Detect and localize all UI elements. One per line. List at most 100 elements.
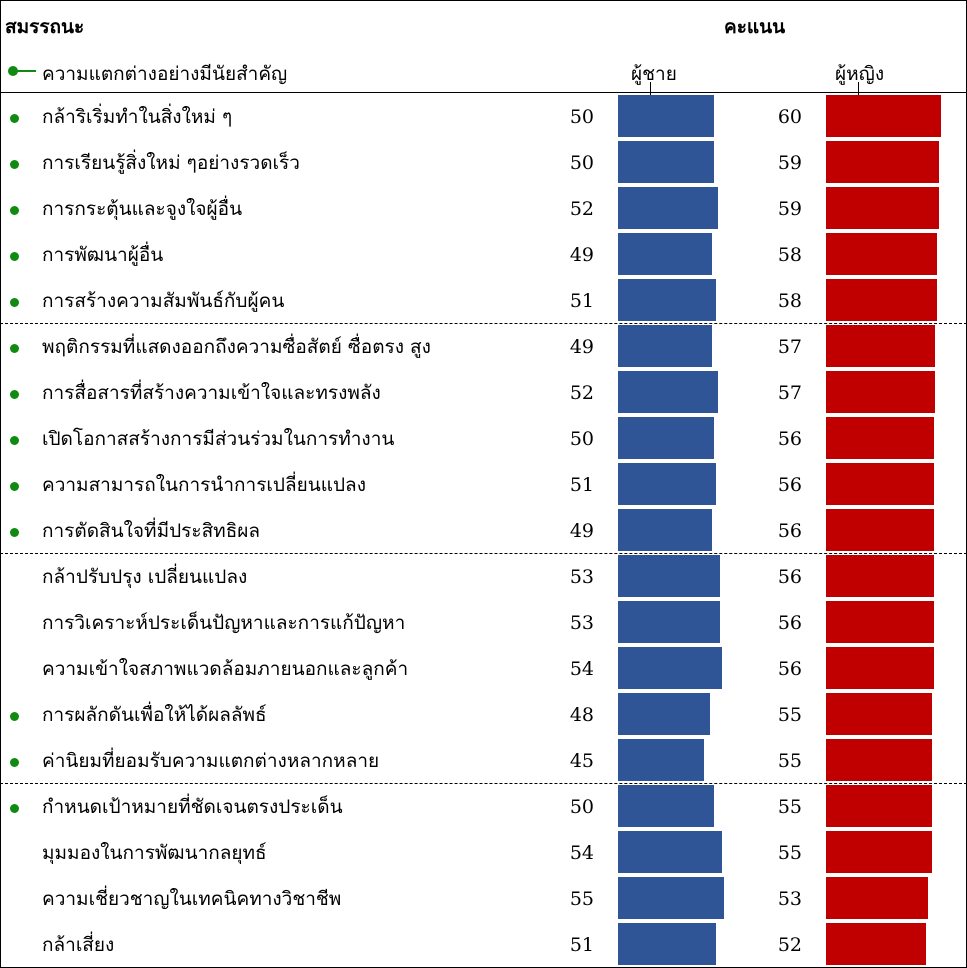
group-separator xyxy=(0,323,967,324)
male-score-bar xyxy=(618,877,724,919)
significance-marker xyxy=(10,482,19,491)
competency-label: การพัฒนาผู้อื่น xyxy=(42,244,164,266)
competency-label: การสร้างความสัมพันธ์กับผู้คน xyxy=(42,290,285,312)
male-score-label: 49 xyxy=(569,244,594,266)
male-score-label: 49 xyxy=(569,520,594,542)
male-score-label: 54 xyxy=(569,658,594,680)
male-score-label: 50 xyxy=(569,106,594,128)
male-score-bar xyxy=(618,555,720,597)
female-score-bar xyxy=(826,233,937,275)
male-score-label: 48 xyxy=(569,704,594,726)
male-score-bar xyxy=(618,325,712,367)
female-score-bar xyxy=(826,95,941,137)
female-score-label: 56 xyxy=(777,566,802,588)
female-score-label: 57 xyxy=(777,336,802,358)
competency-label: กำหนดเป้าหมายที่ชัดเจนตรงประเด็น xyxy=(42,796,343,818)
competency-label: การเรียนรู้สิ่งใหม่ ๆอย่างรวดเร็ว xyxy=(42,152,300,174)
female-score-bar xyxy=(826,647,934,689)
female-score-bar xyxy=(826,877,928,919)
female-score-bar xyxy=(826,463,934,505)
series-label-female: ผู้หญิง xyxy=(835,63,885,85)
male-score-label: 53 xyxy=(569,566,594,588)
significance-marker xyxy=(10,528,19,537)
male-score-bar xyxy=(618,693,710,735)
female-score-label: 56 xyxy=(777,612,802,634)
male-score-bar xyxy=(618,141,714,183)
male-score-bar xyxy=(618,647,722,689)
significance-marker xyxy=(10,298,19,307)
female-score-bar xyxy=(826,785,932,827)
male-score-bar xyxy=(618,95,714,137)
male-score-bar xyxy=(618,831,722,873)
female-score-label: 56 xyxy=(777,428,802,450)
male-score-label: 52 xyxy=(569,198,594,220)
female-score-label: 58 xyxy=(777,290,802,312)
male-score-label: 51 xyxy=(569,290,594,312)
female-score-bar xyxy=(826,187,939,229)
competency-label: มุมมองในการพัฒนากลยุทธ์ xyxy=(42,842,267,864)
male-score-bar xyxy=(618,187,718,229)
competency-label: การกระตุ้นและจูงใจผู้อื่น xyxy=(42,198,243,220)
significance-marker xyxy=(10,804,19,813)
female-score-label: 55 xyxy=(777,704,802,726)
female-score-bar xyxy=(826,601,934,643)
male-score-bar xyxy=(618,463,716,505)
female-score-bar xyxy=(826,509,934,551)
series-label-male: ผู้ชาย xyxy=(631,63,677,85)
female-score-bar xyxy=(826,417,934,459)
male-score-bar xyxy=(618,923,716,965)
competency-label: กล้าปรับปรุง เปลี่ยนแปลง xyxy=(42,566,248,588)
male-score-label: 49 xyxy=(569,336,594,358)
male-score-bar xyxy=(618,417,714,459)
male-score-label: 51 xyxy=(569,934,594,956)
significance-marker xyxy=(10,114,19,123)
female-score-label: 53 xyxy=(777,888,802,910)
female-score-bar xyxy=(826,831,932,873)
competency-column-title: สมรรถนะ xyxy=(5,16,85,38)
competency-label: เปิดโอกาสสร้างการมีส่วนร่วมในการทำงาน xyxy=(42,428,395,450)
female-score-label: 57 xyxy=(777,382,802,404)
competency-label: การวิเคราะห์ประเด็นปัญหาและการแก้ปัญหา xyxy=(42,612,406,634)
legend-marker-line xyxy=(16,70,36,72)
legend-significance-marker xyxy=(8,66,18,76)
group-separator xyxy=(0,783,967,784)
header-rule xyxy=(0,92,967,93)
male-score-bar xyxy=(618,601,720,643)
male-score-label: 55 xyxy=(569,888,594,910)
competency-label: การผลักดันเพื่อให้ได้ผลลัพธ์ xyxy=(42,704,267,726)
competency-label: กล้าริเริ่มทำในสิ่งใหม่ ๆ xyxy=(42,106,233,128)
male-score-label: 50 xyxy=(569,428,594,450)
significance-marker xyxy=(10,436,19,445)
significance-marker xyxy=(10,390,19,399)
female-score-bar xyxy=(826,923,926,965)
male-score-label: 53 xyxy=(569,612,594,634)
series-label-male-tick xyxy=(650,82,651,95)
female-score-label: 56 xyxy=(777,658,802,680)
score-column-title: คะแนน xyxy=(724,16,786,38)
significance-marker xyxy=(10,252,19,261)
significance-marker xyxy=(10,206,19,215)
female-score-label: 55 xyxy=(777,842,802,864)
female-score-bar xyxy=(826,279,937,321)
female-score-label: 56 xyxy=(777,474,802,496)
female-score-label: 55 xyxy=(777,796,802,818)
male-score-label: 50 xyxy=(569,152,594,174)
competency-label: การตัดสินใจที่มีประสิทธิผล xyxy=(42,520,261,542)
female-score-label: 60 xyxy=(777,106,802,128)
competency-label: ความเชี่ยวชาญในเทคนิคทางวิชาชีพ xyxy=(42,888,342,910)
female-score-label: 58 xyxy=(777,244,802,266)
competency-label: ค่านิยมที่ยอมรับความแตกต่างหลากหลาย xyxy=(42,750,380,772)
competency-label: พฤติกรรมที่แสดงออกถึงความซื่อสัตย์ ซื่อต… xyxy=(42,336,431,358)
male-score-bar xyxy=(618,739,704,781)
female-score-bar xyxy=(826,371,935,413)
competency-label: ความเข้าใจสภาพแวดล้อมภายนอกและลูกค้า xyxy=(42,658,409,680)
female-score-bar xyxy=(826,141,939,183)
female-score-bar xyxy=(826,693,932,735)
female-score-label: 56 xyxy=(777,520,802,542)
female-score-bar xyxy=(826,739,932,781)
male-score-label: 50 xyxy=(569,796,594,818)
competency-label: การสื่อสารที่สร้างความเข้าใจและทรงพลัง xyxy=(42,382,381,404)
female-score-label: 55 xyxy=(777,750,802,772)
male-score-bar xyxy=(618,371,718,413)
